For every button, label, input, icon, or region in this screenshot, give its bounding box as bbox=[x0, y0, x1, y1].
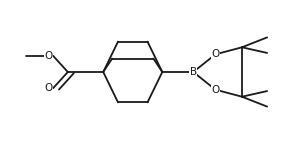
Text: O: O bbox=[44, 83, 53, 93]
Text: O: O bbox=[211, 49, 220, 59]
Text: O: O bbox=[211, 85, 220, 95]
Text: B: B bbox=[190, 67, 197, 77]
Text: O: O bbox=[44, 51, 53, 61]
